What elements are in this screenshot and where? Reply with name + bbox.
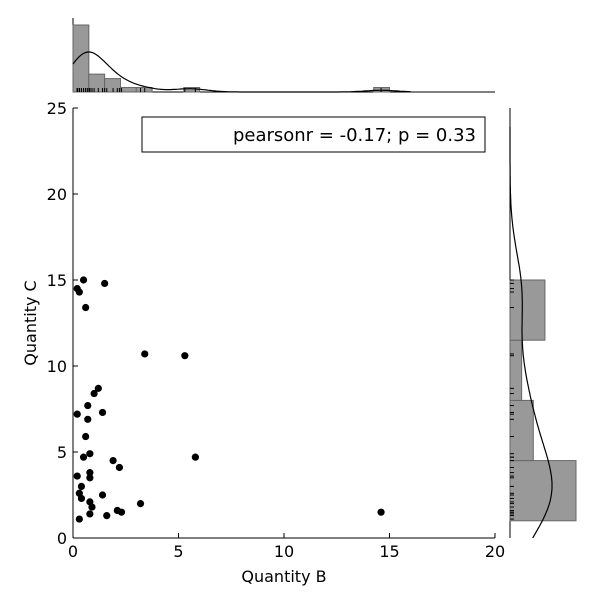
- scatter-point: [73, 410, 81, 418]
- scatter-point: [98, 408, 107, 417]
- scatter-point: [141, 350, 149, 358]
- top-hist-bar: [104, 78, 121, 93]
- scatter-point: [75, 515, 83, 523]
- scatter-point: [115, 463, 124, 472]
- top-rug: [76, 88, 382, 92]
- right-hist-bar: [509, 460, 577, 522]
- scatter-point: [82, 303, 90, 312]
- x-axis-label: Quantity B: [241, 567, 326, 586]
- top-kde-line: [72, 51, 411, 93]
- right-hist-bar: [509, 399, 534, 462]
- x-tick-label: 5: [173, 542, 183, 561]
- scatter-point: [75, 288, 83, 296]
- x-tick-label: 20: [485, 542, 505, 561]
- scatter-point: [117, 508, 126, 516]
- right-hist-bar: [509, 339, 523, 401]
- right-hist-bars: [509, 279, 577, 522]
- main-axes: [72, 108, 495, 539]
- scatter-point: [377, 508, 385, 516]
- scatter-point: [84, 401, 92, 410]
- right-hist-bar: [509, 279, 546, 341]
- scatter-point: [109, 457, 117, 465]
- top-hist-bars: [72, 24, 390, 93]
- right-rug: [510, 279, 514, 520]
- scatter-point: [79, 453, 88, 461]
- scatter-point: [86, 450, 94, 458]
- scatter-points: [73, 276, 385, 523]
- scatter-point: [88, 503, 96, 511]
- scatter-point: [94, 384, 102, 392]
- scatter-point: [86, 474, 94, 482]
- x-ticks: 0 5 10 15 20: [68, 533, 505, 561]
- scatter-point: [77, 494, 86, 503]
- scatter-point: [79, 276, 88, 284]
- right-marginal: [509, 108, 577, 539]
- top-marginal: [72, 18, 495, 93]
- annotation-box: pearsonr = -0.17; p = 0.33: [141, 116, 486, 153]
- top-hist-bar: [119, 87, 137, 93]
- y-tick-label: 15: [47, 271, 67, 290]
- y-tick-label: 0: [57, 529, 67, 548]
- scatter-point: [136, 500, 145, 508]
- scatter-point: [82, 432, 90, 441]
- y-tick-label: 10: [47, 357, 67, 376]
- scatter-point: [90, 389, 98, 398]
- scatter-point: [103, 512, 111, 520]
- scatter-point: [84, 415, 92, 423]
- scatter-point: [86, 469, 94, 477]
- scatter-point: [86, 510, 94, 518]
- x-tick-label: 15: [379, 542, 399, 561]
- y-tick-label: 5: [57, 443, 67, 462]
- scatter-point: [77, 482, 86, 490]
- annotation-text: pearsonr = -0.17; p = 0.33: [233, 125, 476, 146]
- top-hist-bar: [135, 87, 153, 93]
- x-tick-label: 0: [68, 542, 78, 561]
- top-hist-bar: [72, 24, 90, 93]
- scatter-point: [98, 491, 107, 499]
- y-ticks: 0 5 10 15 20 25: [47, 99, 78, 548]
- y-tick-label: 25: [47, 99, 67, 118]
- x-tick-label: 10: [274, 542, 294, 561]
- scatter-point: [191, 453, 199, 461]
- y-axis-label: Quantity C: [21, 280, 40, 365]
- scatter-point: [181, 352, 189, 360]
- scatter-point: [73, 472, 81, 480]
- scatter-point: [101, 279, 109, 288]
- right-kde-line: [509, 126, 553, 539]
- y-tick-label: 20: [47, 185, 67, 204]
